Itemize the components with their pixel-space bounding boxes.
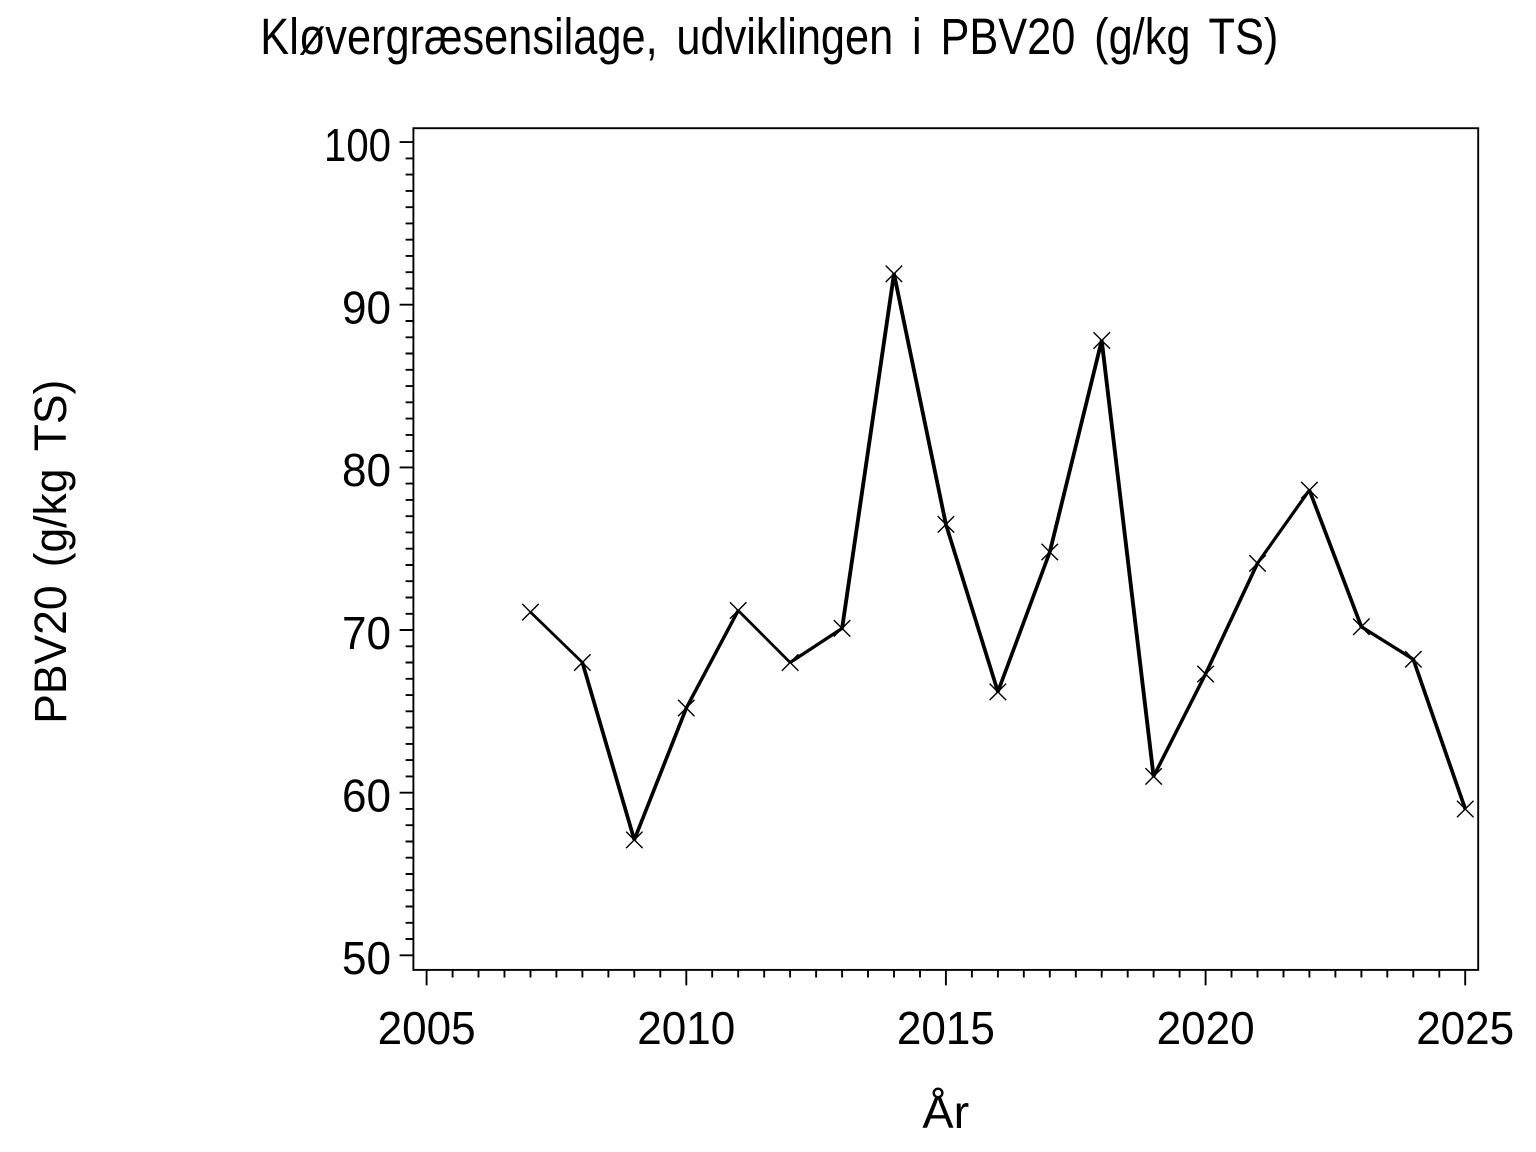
svg-text:PBV20 (g/kg TS): PBV20 (g/kg TS) bbox=[25, 380, 76, 724]
svg-text:2025: 2025 bbox=[1416, 1002, 1514, 1054]
svg-text:2020: 2020 bbox=[1157, 1002, 1255, 1054]
svg-text:70: 70 bbox=[342, 607, 391, 659]
svg-text:2010: 2010 bbox=[637, 1002, 735, 1054]
svg-text:100: 100 bbox=[324, 119, 391, 171]
svg-text:Kløvergræsensilage, udviklinge: Kløvergræsensilage, udviklingen i PBV20 … bbox=[260, 8, 1278, 65]
svg-text:2015: 2015 bbox=[897, 1002, 995, 1054]
svg-text:90: 90 bbox=[342, 282, 391, 334]
svg-text:50: 50 bbox=[342, 932, 391, 984]
svg-text:År: År bbox=[922, 1086, 969, 1138]
svg-text:2005: 2005 bbox=[378, 1002, 476, 1054]
svg-text:80: 80 bbox=[342, 444, 391, 496]
svg-text:60: 60 bbox=[342, 770, 391, 822]
